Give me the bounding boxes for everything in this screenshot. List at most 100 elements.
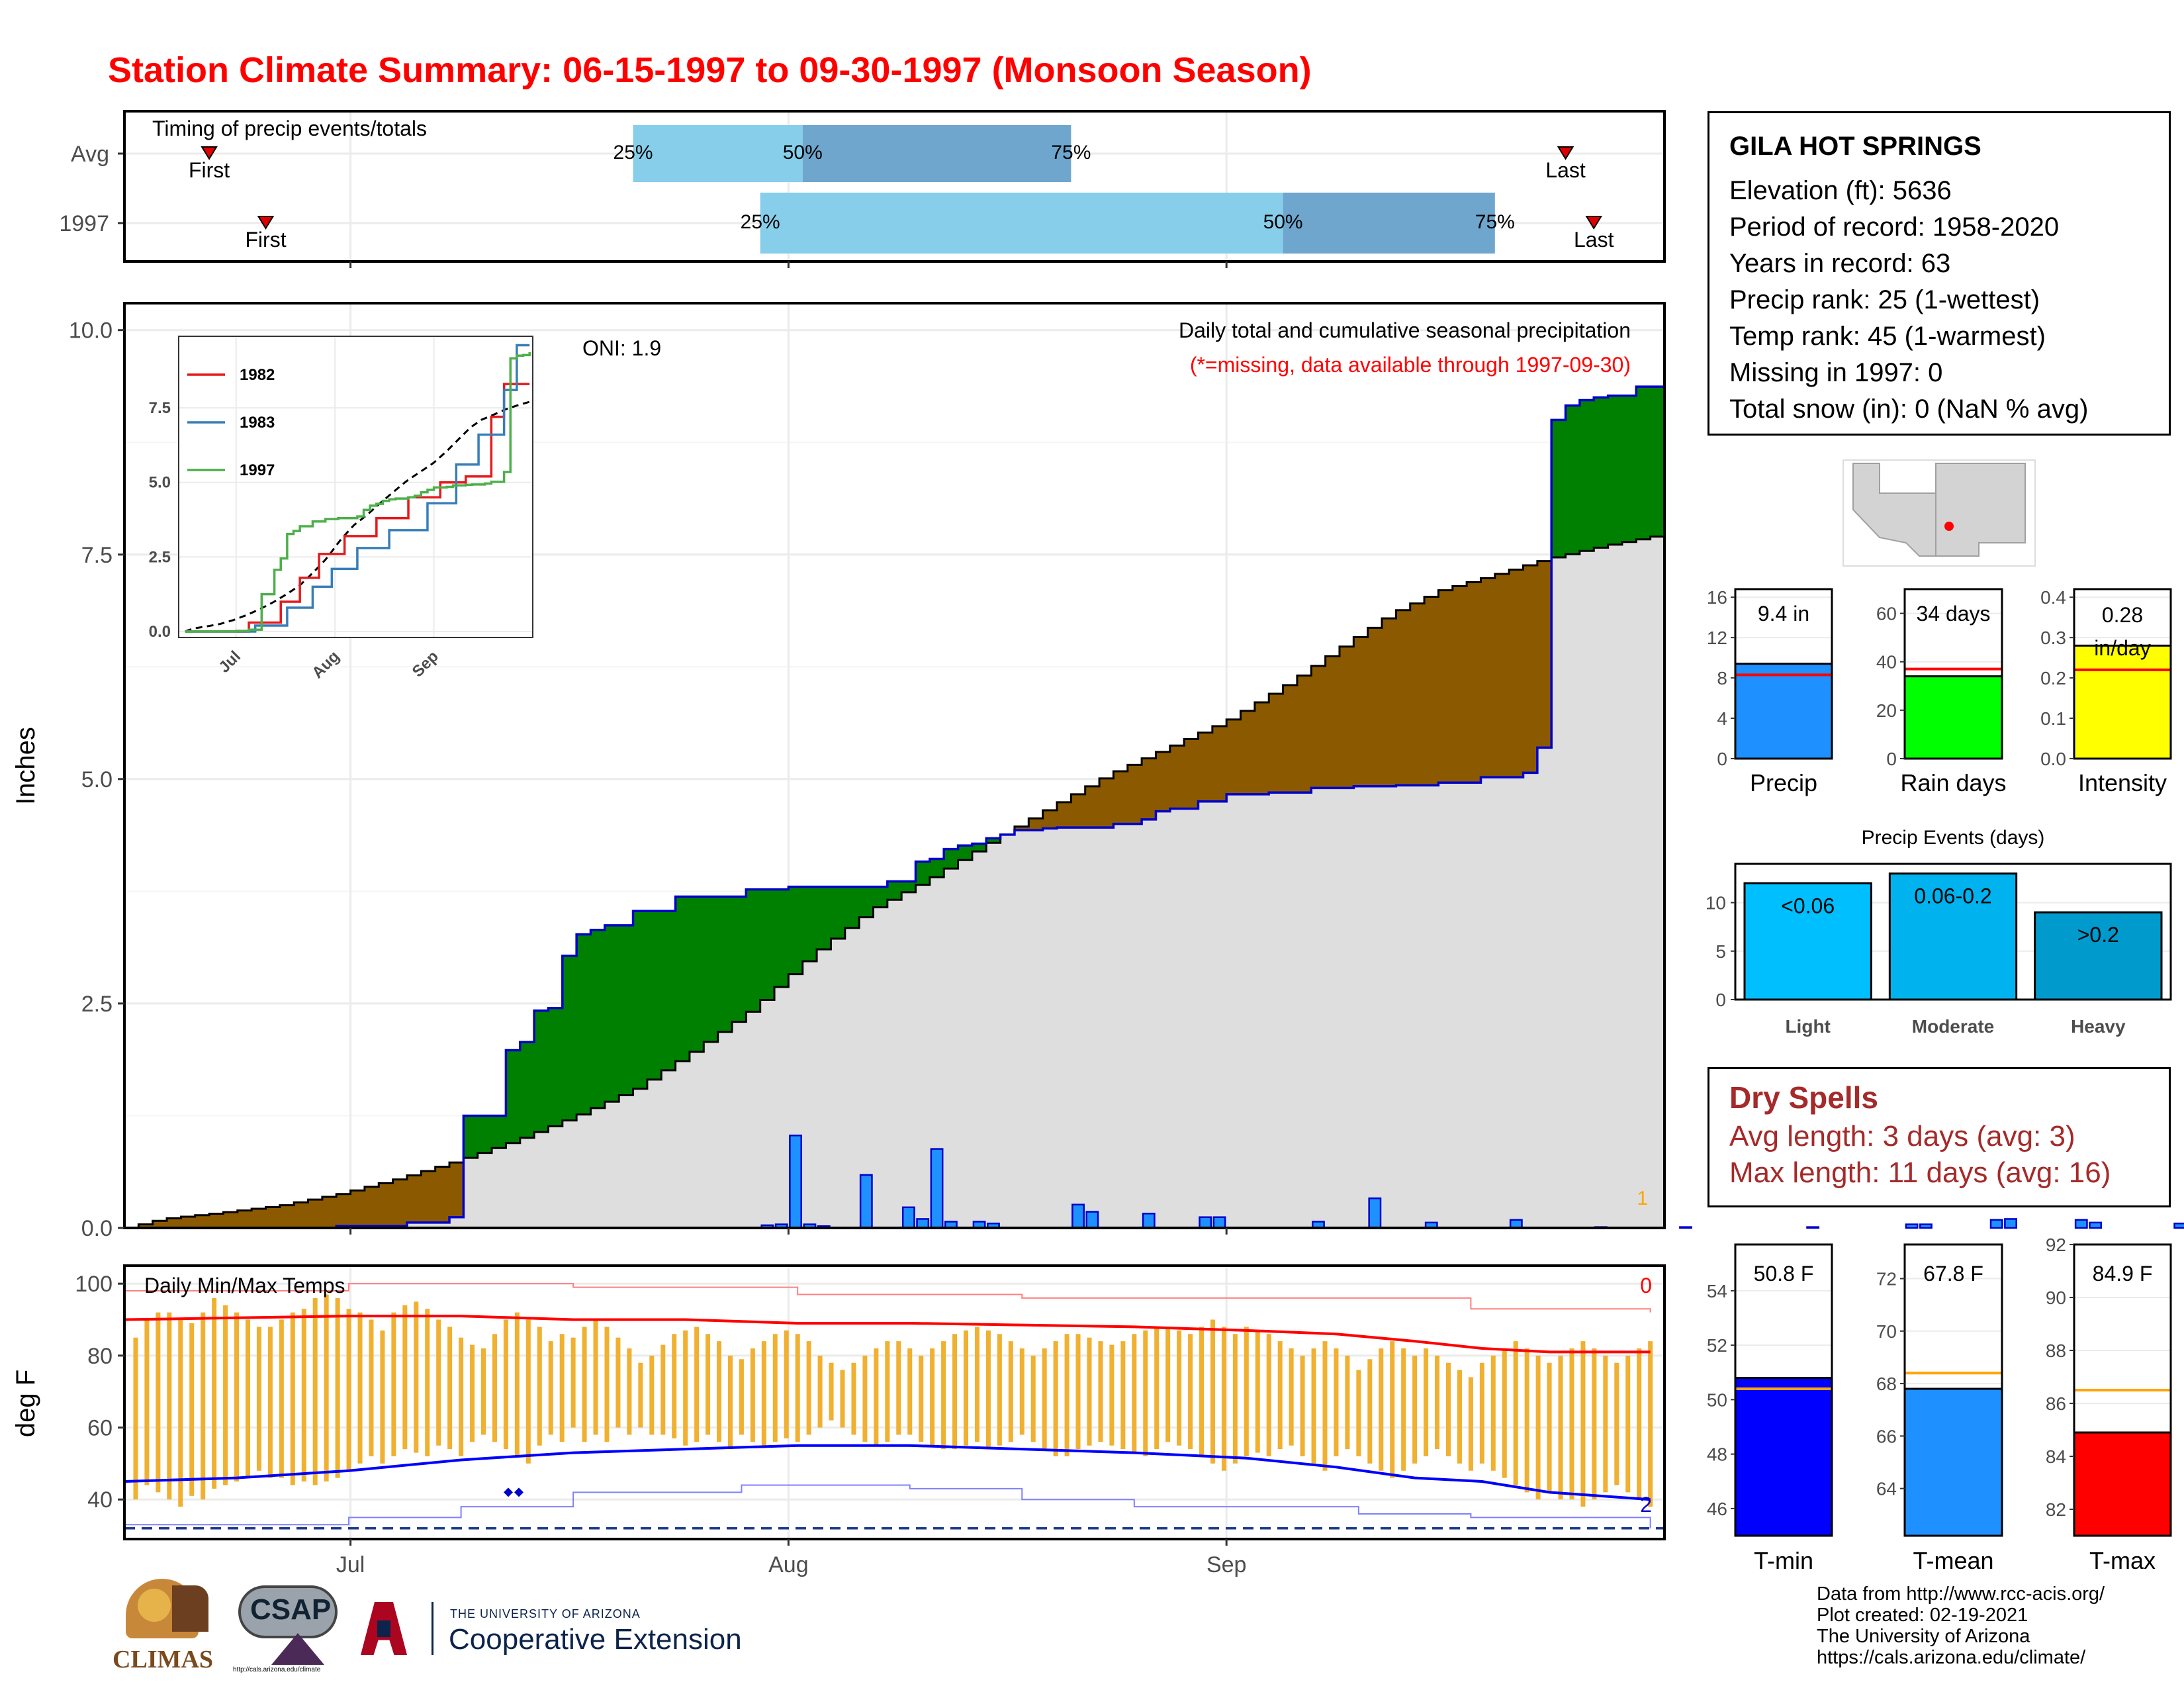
precip-total-bar (1734, 663, 1833, 760)
surplus-band (689, 896, 704, 1053)
surplus-band (492, 1115, 506, 1149)
deficit-band (1057, 802, 1071, 828)
surplus-band (831, 886, 846, 939)
deficit-band (308, 1199, 323, 1228)
timing-q75-label: 75% (1051, 142, 1091, 164)
daily-temp-bar (346, 1309, 351, 1471)
deficit-band (1156, 751, 1171, 812)
precip-ytick-label: 5.0 (81, 767, 113, 792)
deficit-band (1169, 745, 1185, 809)
daily-temp-bar (615, 1337, 621, 1428)
daily-temp-bar (1424, 1348, 1429, 1457)
cumulative-area-base (1608, 544, 1623, 1229)
precip-event-category-label: Heavy (2071, 1016, 2126, 1037)
tmin-summary-value-label: 50.8 F (1754, 1262, 1814, 1286)
daily-temp-bar (1098, 1341, 1103, 1442)
surplus-band (562, 956, 577, 1121)
intensity-value-label: 0.28 (2102, 603, 2143, 627)
daily-temp-bar (234, 1312, 240, 1482)
timing-q50-label: 50% (1263, 211, 1303, 233)
precip-event-category-label: Moderate (1912, 1016, 1994, 1037)
precip-total-ytick-label: 12 (1707, 628, 1727, 648)
deficit-band (1042, 810, 1058, 829)
daily-temp-bar (1143, 1330, 1148, 1457)
daily-temp-bar (997, 1334, 1002, 1446)
daily-temp-bar (727, 1355, 733, 1450)
surplus-band (534, 1010, 549, 1133)
timing-bar-q50-q75 (802, 125, 1071, 182)
daily-temp-bar (548, 1341, 553, 1435)
daily-temp-bar (840, 1370, 845, 1428)
ua-name-top: THE UNIVERSITY OF ARIZONA (450, 1607, 641, 1620)
daily-temp-bar (167, 1312, 172, 1500)
cumulative-area-base (1127, 823, 1142, 1228)
daily-temp-bar (189, 1323, 195, 1496)
daily-temp-bar (817, 1355, 823, 1428)
daily-precip-bar (1212, 1216, 1226, 1229)
surplus-band (972, 843, 987, 852)
daily-temp-bar (391, 1312, 396, 1457)
daily-temp-bar (582, 1327, 587, 1442)
ua-logo (361, 1602, 407, 1655)
cumulative-area-base (406, 1222, 422, 1228)
cumulative-area-base (661, 1070, 676, 1228)
deficit-band (350, 1190, 365, 1227)
intensity-ytick-label: 0.4 (2040, 587, 2066, 608)
surplus-band (1594, 397, 1609, 548)
deficit-band (1142, 758, 1156, 820)
intensity-bar (2073, 644, 2172, 760)
cumulative-area-base (562, 1120, 577, 1228)
daily-temp-bar (1322, 1341, 1328, 1471)
daily-temp-bar (470, 1344, 475, 1442)
daily-temp-bar (503, 1319, 508, 1450)
precip-total-border (1734, 588, 1833, 760)
state-map-icon (1852, 463, 2026, 557)
daily-temp-bar (402, 1305, 408, 1450)
rain-days-ytick-label: 60 (1876, 604, 1897, 624)
csap-logo-url: http://cals.arizona.edu/climate (233, 1666, 321, 1673)
dry-spells-box: Dry Spells Avg length: 3 days (avg: 3) M… (1707, 1067, 2171, 1207)
inset-line-1997 (185, 352, 531, 633)
surplus-band (1621, 395, 1637, 542)
csap-logo-text: CSAP (250, 1593, 332, 1626)
deficit-band (1283, 685, 1298, 793)
deficit-band (1325, 656, 1340, 788)
cumulative-area-base (717, 1031, 733, 1228)
timing-q25-label: 25% (614, 142, 653, 164)
deficit-band (1480, 578, 1496, 778)
timing-last-label: Last (1574, 228, 1614, 252)
daily-temp-bar (604, 1327, 610, 1442)
rain-days-border (1903, 588, 2003, 760)
daily-temp-bar (739, 1359, 744, 1435)
surplus-band (1608, 395, 1623, 545)
precip-event-bar-label: 0.06-0.2 (1914, 884, 1991, 908)
daily-temp-bar (459, 1337, 464, 1457)
daily-temp-bar (335, 1297, 340, 1478)
inset-ytick-label: 5.0 (149, 474, 171, 492)
daily-precip-bar (2074, 1219, 2088, 1229)
deficit-band (336, 1194, 351, 1227)
avg-cumulative-line (124, 536, 1664, 1229)
cumulative-area-base (958, 860, 973, 1228)
rain-days-name: Rain days (1900, 769, 2006, 796)
precip-ylabel: Inches (11, 727, 40, 805)
cumulative-area-base (449, 1217, 464, 1228)
cumulative-area-base (1156, 811, 1171, 1228)
deficit-band (1014, 826, 1029, 831)
cumulative-area-base (1467, 782, 1481, 1228)
daily-temp-bar (896, 1341, 901, 1435)
daily-temp-bar (1277, 1341, 1283, 1450)
observed-cumulative-line (124, 385, 1664, 1229)
timing-row-label: 1997 (59, 211, 109, 236)
daily-temp-bar (380, 1330, 385, 1464)
cumulative-area-base (859, 917, 874, 1228)
surplus-band (548, 1008, 563, 1127)
tmax-summary-border (2073, 1243, 2172, 1537)
daily-temp-bar (963, 1330, 968, 1446)
credit-line: https://cals.arizona.edu/climate/ (1817, 1647, 2086, 1668)
daily-temp-bar (436, 1319, 441, 1446)
daily-temp-bar (1109, 1344, 1115, 1446)
daily-temp-bar (941, 1341, 946, 1450)
tmax-normal-line (124, 1315, 1651, 1354)
rain-days-value-label: 34 days (1916, 602, 1990, 626)
